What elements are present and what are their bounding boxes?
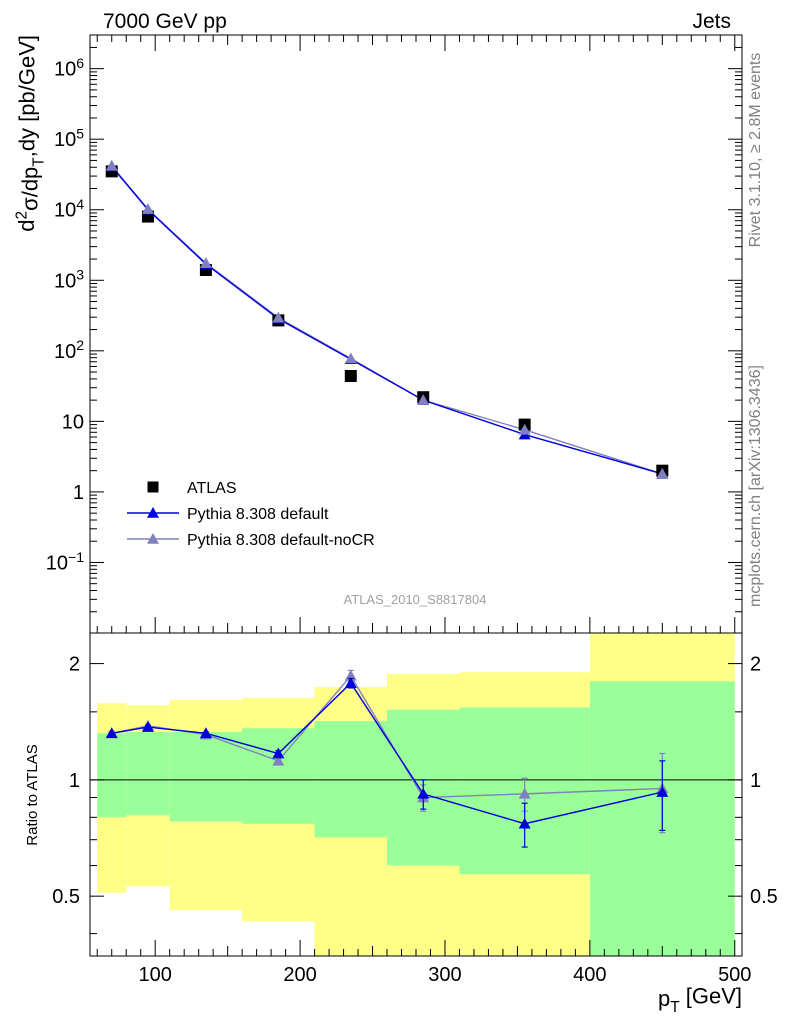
ratio-point-default: [105, 727, 118, 739]
ratio-ytick-label-right: 1: [750, 770, 761, 792]
ratio-xtick-label: 400: [573, 964, 606, 986]
main-point-nocr: [417, 394, 430, 405]
ratio-axis-ticks: 0.5 0.5 1 1 2 2 100 200 300 400 500 Ratio to ATLAS p…: [24, 654, 778, 1017]
main-point-nocr: [105, 159, 118, 171]
main-point-nocr: [272, 311, 285, 323]
mcplots-label: mcplots.cern.ch [arXiv:1306.3436]: [747, 365, 764, 607]
main-point-atlas: [344, 369, 357, 382]
ratio-point-nocr: [344, 669, 357, 681]
legend-label-0: ATLAS: [187, 480, 237, 497]
ratio-xtick-label: 200: [283, 964, 316, 986]
main-point-nocr: [141, 203, 154, 214]
legend-marker-1: [147, 507, 159, 518]
ratio-ytick-label-right: 2: [750, 654, 761, 676]
band-inner-2: [169, 732, 243, 822]
main-ytick-label: 105​: [54, 126, 84, 152]
main-ytick-label: 104​: [54, 196, 84, 222]
ratio-point-default: [518, 817, 531, 829]
main-ytick-label: 1: [73, 482, 84, 504]
legend-marker-2: [147, 533, 159, 544]
legend-marker-atlas: [147, 481, 159, 493]
ratio-xlabel: pT [GeV]: [658, 983, 742, 1016]
ratio-ytick-label-left: 1: [69, 770, 80, 792]
ratio-point-nocr: [518, 787, 531, 799]
main-ytick-label: 103​: [54, 267, 84, 293]
main-line-default: [111, 166, 663, 475]
main-point-nocr: [518, 423, 531, 435]
analysis-id-label: ATLAS_2010_S8817804: [344, 592, 487, 607]
main-ytick-label: 10: [62, 411, 84, 433]
main-point-nocr: [344, 352, 357, 364]
legend-label-1: Pythia 8.308 default: [187, 506, 329, 523]
ratio-point-default: [272, 747, 285, 759]
rivet-version-label: Rivet 3.1.10, ≥ 2.8M events: [747, 53, 764, 248]
main-ytick-label: 106​: [54, 55, 84, 81]
main-point-nocr: [199, 257, 212, 268]
main-series-group: [105, 159, 669, 479]
ratio-ylabel: Ratio to ATLAS: [24, 744, 41, 845]
ratio-point-default: [141, 721, 154, 732]
band-inner-1: [126, 732, 170, 816]
ratio-uncertainty-bands: [97, 633, 735, 956]
ratio-ytick-label-left: 0.5: [52, 886, 80, 908]
main-line-nocr: [111, 165, 663, 475]
band-inner-4: [314, 721, 388, 838]
main-point-nocr: [656, 467, 669, 479]
header-right-label: Jets: [692, 10, 731, 33]
ratio-point-default: [344, 677, 357, 688]
band-inner-0: [97, 733, 127, 818]
band-inner-3: [242, 728, 315, 824]
ratio-point-default: [656, 786, 669, 797]
legend-label-2: Pythia 8.308 default-noCR: [187, 532, 375, 549]
legend: ATLAS Pythia 8.308 default Pythia 8.308 de…: [127, 480, 375, 549]
ratio-ytick-label-right: 0.5: [750, 886, 778, 908]
header-left-label: 7000 GeV pp: [103, 10, 227, 33]
ratio-xtick-label: 300: [428, 964, 461, 986]
ratio-point-default: [417, 787, 430, 799]
ratio-xtick-label: 100: [139, 964, 172, 986]
ratio-point-nocr: [272, 754, 285, 766]
ratio-series-group: [105, 669, 669, 848]
main-ytick-label: 102​: [54, 337, 84, 363]
main-ytick-label: 10−1​: [46, 549, 84, 575]
ratio-ytick-label-left: 2: [69, 654, 80, 676]
ratio-xtick-label: 500: [718, 964, 751, 986]
ratio-point-default: [199, 727, 212, 739]
ratio-line-default: [111, 682, 663, 825]
main-axis-ticks: 106​ 105​ 104​ 103​ 102​ 10 1 10−1​ d2σ/dpT,dy […: [13, 34, 742, 634]
main-ylabel: d2σ/dpT,dy [pb/GeV]: [13, 35, 47, 232]
